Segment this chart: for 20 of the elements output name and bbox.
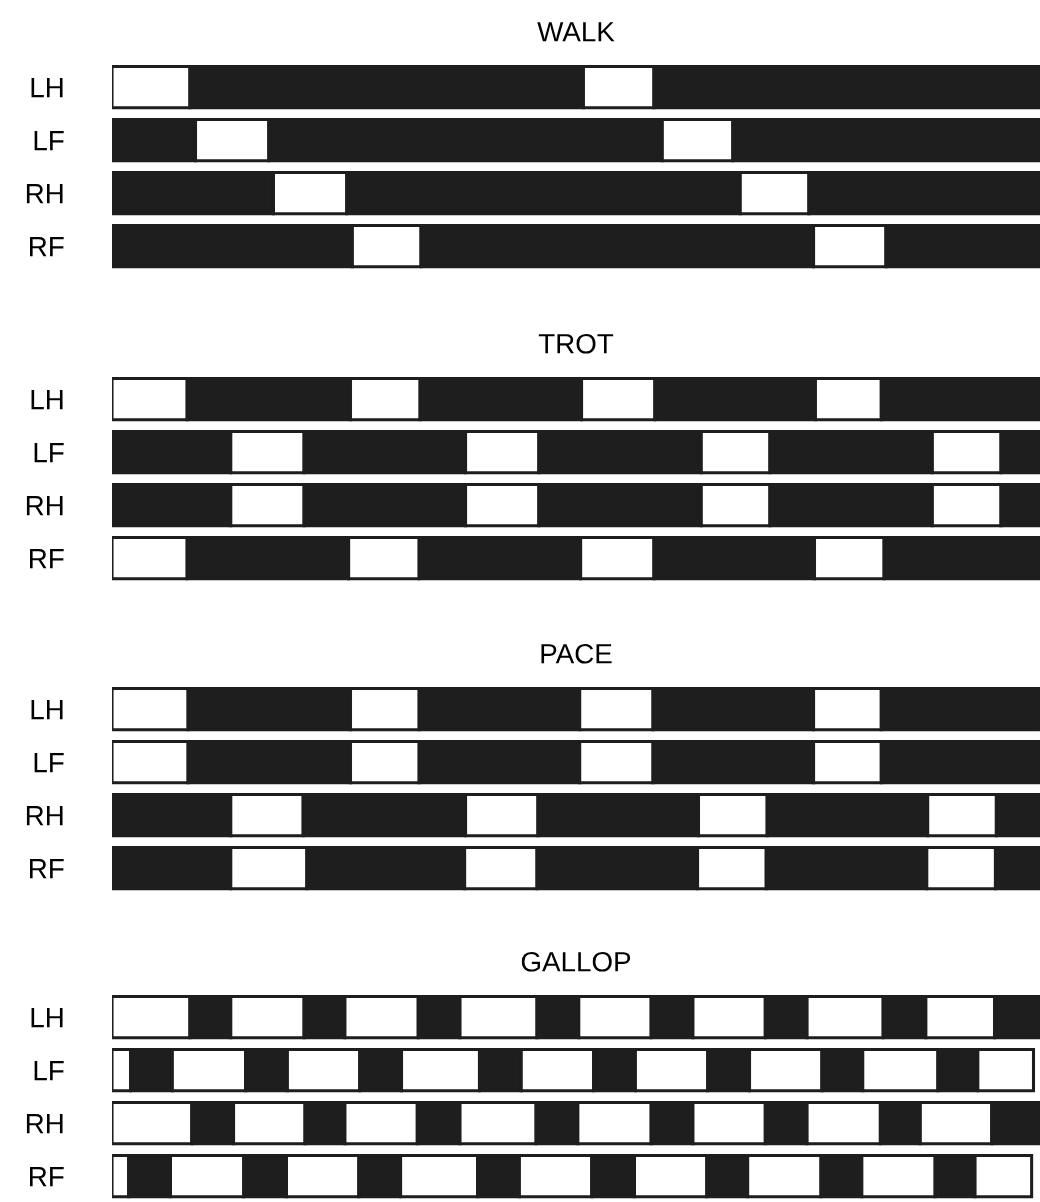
y-tick-label: LF: [34, 753, 64, 773]
y-tick-label: RH: [26, 184, 63, 204]
y-tick-label: RF: [30, 549, 64, 569]
y-tick-label: LH: [31, 78, 63, 98]
y-tick-label: LF: [34, 1061, 64, 1081]
y-tick-label: LH: [31, 390, 63, 410]
chart-title: TROT: [538, 333, 614, 354]
y-tick-label: RH: [26, 806, 63, 826]
y-tick-label: RF: [30, 1167, 64, 1187]
y-tick-label: RH: [26, 496, 63, 516]
y-tick-label: LH: [31, 1008, 63, 1028]
y-tick-label: RF: [30, 859, 64, 879]
y-tick-label: RH: [26, 1114, 63, 1134]
y-tick-label: LF: [34, 443, 64, 463]
chart-title: WALK: [537, 22, 615, 42]
y-tick-label: LF: [34, 131, 64, 151]
y-tick-label: LH: [31, 700, 63, 720]
chart-title: PACE: [541, 643, 612, 664]
chart-title: GALLOP: [521, 951, 631, 972]
y-tick-label: RF: [30, 237, 64, 257]
